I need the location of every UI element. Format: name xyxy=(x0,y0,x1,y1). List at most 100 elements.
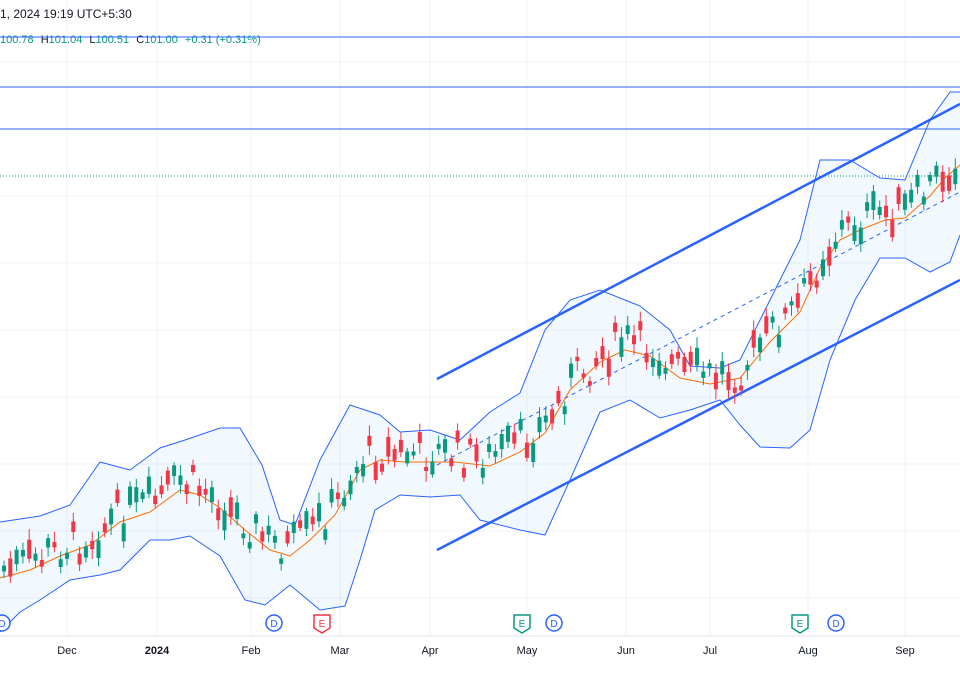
candle-body xyxy=(600,346,605,360)
event-label: D xyxy=(0,619,6,630)
candle-body xyxy=(896,187,901,204)
candle-body xyxy=(191,465,195,473)
candle-body xyxy=(701,371,706,378)
x-tick-label: May xyxy=(517,645,538,657)
candle-body xyxy=(556,391,561,404)
candle-body xyxy=(184,484,189,495)
x-tick-label: Feb xyxy=(242,645,261,657)
candle-body xyxy=(102,523,107,533)
candle-body xyxy=(619,337,624,357)
candle-body xyxy=(606,358,611,377)
candle-body xyxy=(506,425,510,442)
earnings-marker[interactable]: E xyxy=(791,614,809,634)
candle-body xyxy=(827,246,832,266)
candle-body xyxy=(764,316,769,334)
candle-body xyxy=(669,354,674,364)
candle-body xyxy=(386,436,391,457)
event-label: E xyxy=(319,619,326,630)
candle-body xyxy=(512,432,517,444)
candle-body xyxy=(745,364,750,371)
x-tick-label: Aug xyxy=(798,645,818,657)
candle-body xyxy=(172,465,177,477)
candle-body xyxy=(20,550,25,557)
candle-body xyxy=(676,351,681,359)
candle-body xyxy=(46,538,51,548)
candle-body xyxy=(480,467,485,478)
candle-body xyxy=(839,220,844,230)
candle-body xyxy=(732,387,737,393)
candle-body xyxy=(96,540,101,559)
candle-body xyxy=(323,529,328,540)
bollinger-upper xyxy=(0,91,960,526)
candle-body xyxy=(373,462,378,481)
candle-body xyxy=(392,449,397,461)
candle-body xyxy=(953,168,958,185)
candle-body xyxy=(90,540,95,550)
candle-body xyxy=(751,330,756,348)
candle-body xyxy=(776,335,781,348)
candle-body xyxy=(140,492,145,500)
channel-median xyxy=(436,191,960,466)
earnings-marker[interactable]: E xyxy=(313,614,331,634)
candle-body xyxy=(52,542,57,548)
candle-body xyxy=(209,487,214,503)
candle-body xyxy=(871,191,876,211)
dividend-marker[interactable]: D xyxy=(545,614,563,632)
dividend-marker[interactable]: D xyxy=(0,614,11,632)
candle-body xyxy=(197,485,202,496)
candle-body xyxy=(739,385,744,391)
candle-body xyxy=(405,451,410,464)
candle-body xyxy=(808,271,813,285)
candle-body xyxy=(39,560,44,567)
candle-body xyxy=(499,433,504,450)
candle-body xyxy=(291,521,296,534)
event-label: D xyxy=(550,619,557,630)
x-tick-label: Dec xyxy=(57,645,77,657)
candle-body xyxy=(474,444,479,462)
candle-body xyxy=(802,278,807,284)
candle-body xyxy=(134,487,139,503)
candle-body xyxy=(361,463,366,477)
candle-body xyxy=(65,552,69,559)
candle-body xyxy=(581,373,586,378)
candle-body xyxy=(632,335,636,345)
dividend-marker[interactable]: D xyxy=(827,614,845,632)
candle-body xyxy=(625,325,630,335)
candle-body xyxy=(380,463,384,472)
candle-body xyxy=(758,337,762,353)
candle-body xyxy=(543,415,548,423)
dividend-marker[interactable]: D xyxy=(265,614,283,632)
candle-body xyxy=(487,443,492,452)
candle-body xyxy=(644,352,649,363)
candle-body xyxy=(707,363,712,369)
candle-body xyxy=(695,347,699,366)
candle-body xyxy=(562,406,567,415)
candle-body xyxy=(33,553,38,561)
candle-body xyxy=(940,171,945,192)
candle-body xyxy=(638,321,643,331)
candle-body xyxy=(71,521,76,533)
candle-body xyxy=(455,430,460,443)
candle-body xyxy=(663,367,668,374)
candle-body xyxy=(789,301,794,306)
candle-body xyxy=(436,443,441,449)
candle-body xyxy=(594,357,599,367)
candle-body xyxy=(298,520,303,528)
candle-body xyxy=(354,467,359,474)
candle-body xyxy=(254,514,258,524)
event-label: D xyxy=(270,619,277,630)
candle-body xyxy=(424,466,429,471)
candle-body xyxy=(77,553,82,565)
candle-body xyxy=(461,467,466,478)
candle-body xyxy=(121,523,126,542)
candle-body xyxy=(921,196,926,205)
earnings-marker[interactable]: E xyxy=(513,614,531,634)
candle-body xyxy=(411,451,416,456)
candle-body xyxy=(342,497,347,507)
candle-body xyxy=(329,489,334,503)
x-tick-label: Sep xyxy=(895,645,915,657)
candle-body xyxy=(146,476,151,494)
candle-body xyxy=(909,189,914,203)
event-label: E xyxy=(519,619,526,630)
